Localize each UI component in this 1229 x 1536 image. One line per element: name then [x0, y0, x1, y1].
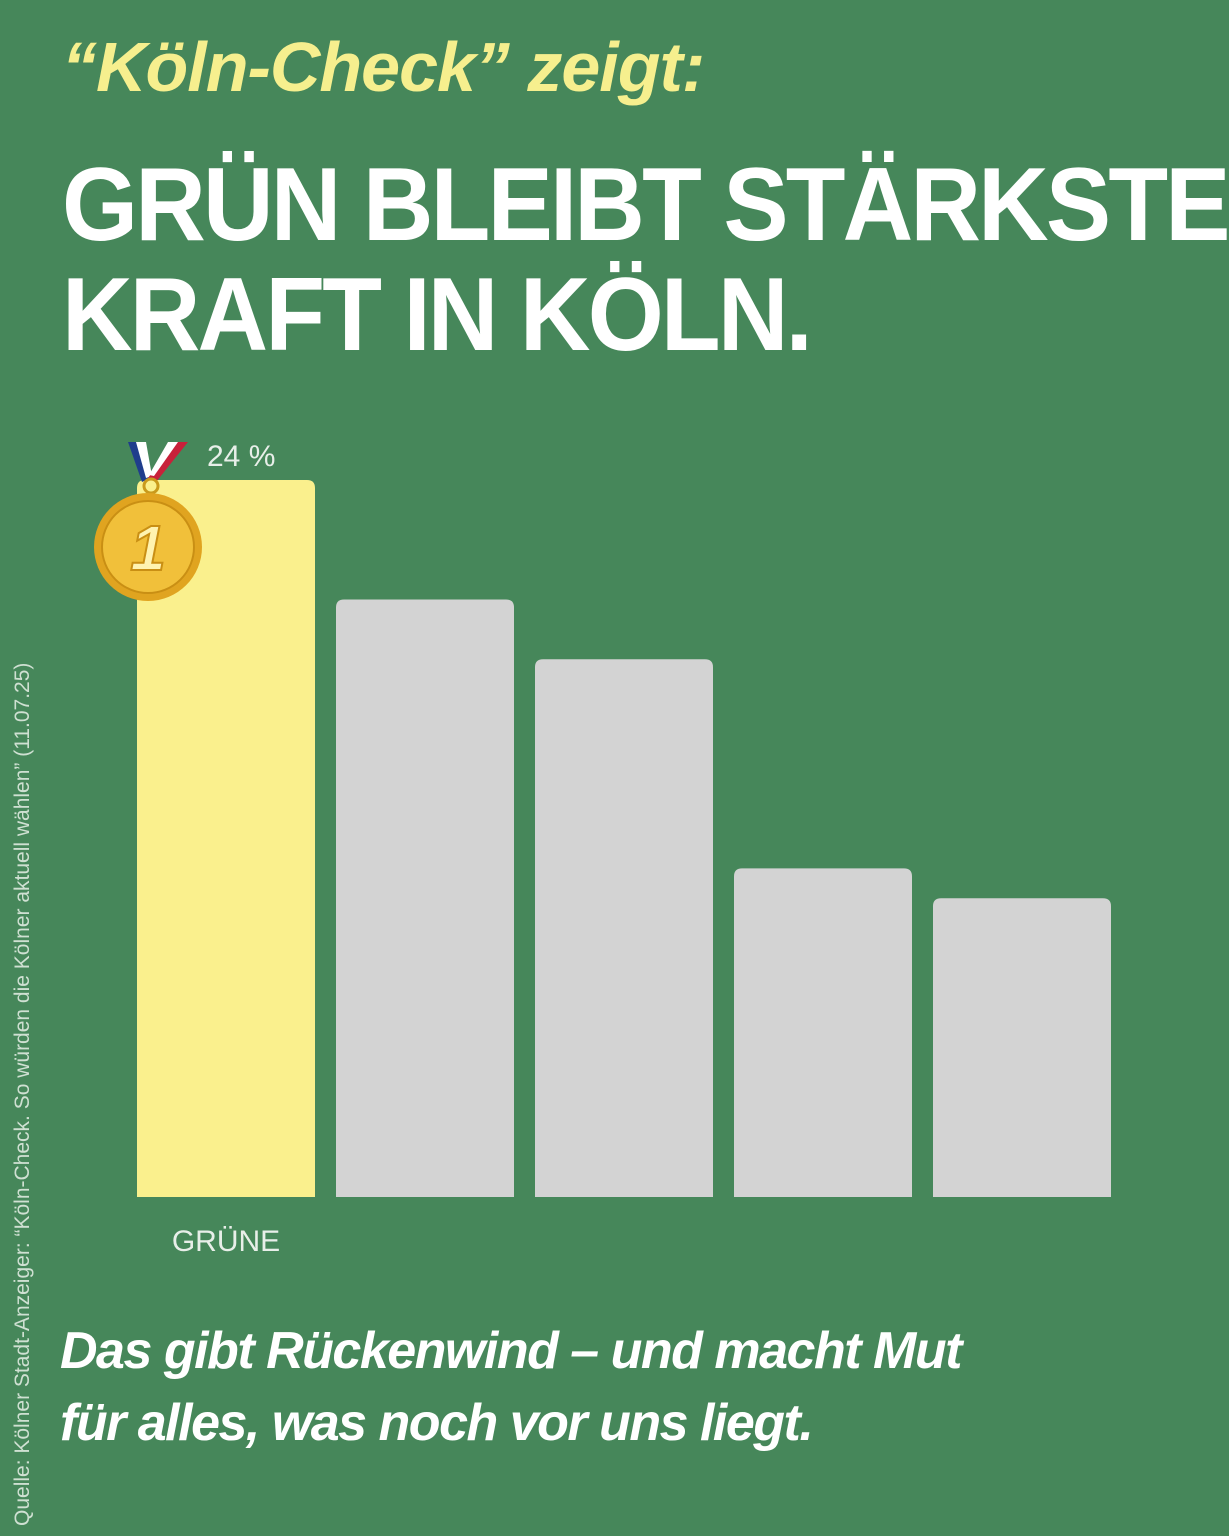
bar-3: [535, 659, 713, 1197]
bar-4: [734, 868, 912, 1197]
data-label-1: 24 %: [207, 440, 275, 473]
gold-medal-icon: 1: [94, 442, 202, 601]
bar-1: [137, 480, 315, 1197]
bar-5: [933, 898, 1111, 1197]
labels-group: 24 % GRÜNE: [172, 440, 280, 1258]
bars-group: [137, 480, 1111, 1197]
footer-line-2: für alles, was noch vor uns liegt.: [60, 1394, 814, 1452]
footer-message: Das gibt Rückenwind – und macht Mut für …: [60, 1315, 962, 1459]
medal-rank: 1: [130, 512, 166, 584]
bar-2: [336, 599, 514, 1197]
headline-line-2: KRAFT IN KÖLN.: [62, 257, 813, 373]
footer-line-1: Das gibt Rückenwind – und macht Mut: [60, 1322, 962, 1380]
headline: GRÜN BLEIBT STÄRKSTE KRAFT IN KÖLN.: [62, 147, 1229, 373]
headline-line-1: GRÜN BLEIBT STÄRKSTE: [62, 147, 1229, 263]
kicker-title: “Köln-Check” zeigt:: [62, 28, 705, 106]
category-label-1: GRÜNE: [172, 1225, 280, 1258]
bar-chart: 24 % GRÜNE 1: [94, 440, 1111, 1258]
